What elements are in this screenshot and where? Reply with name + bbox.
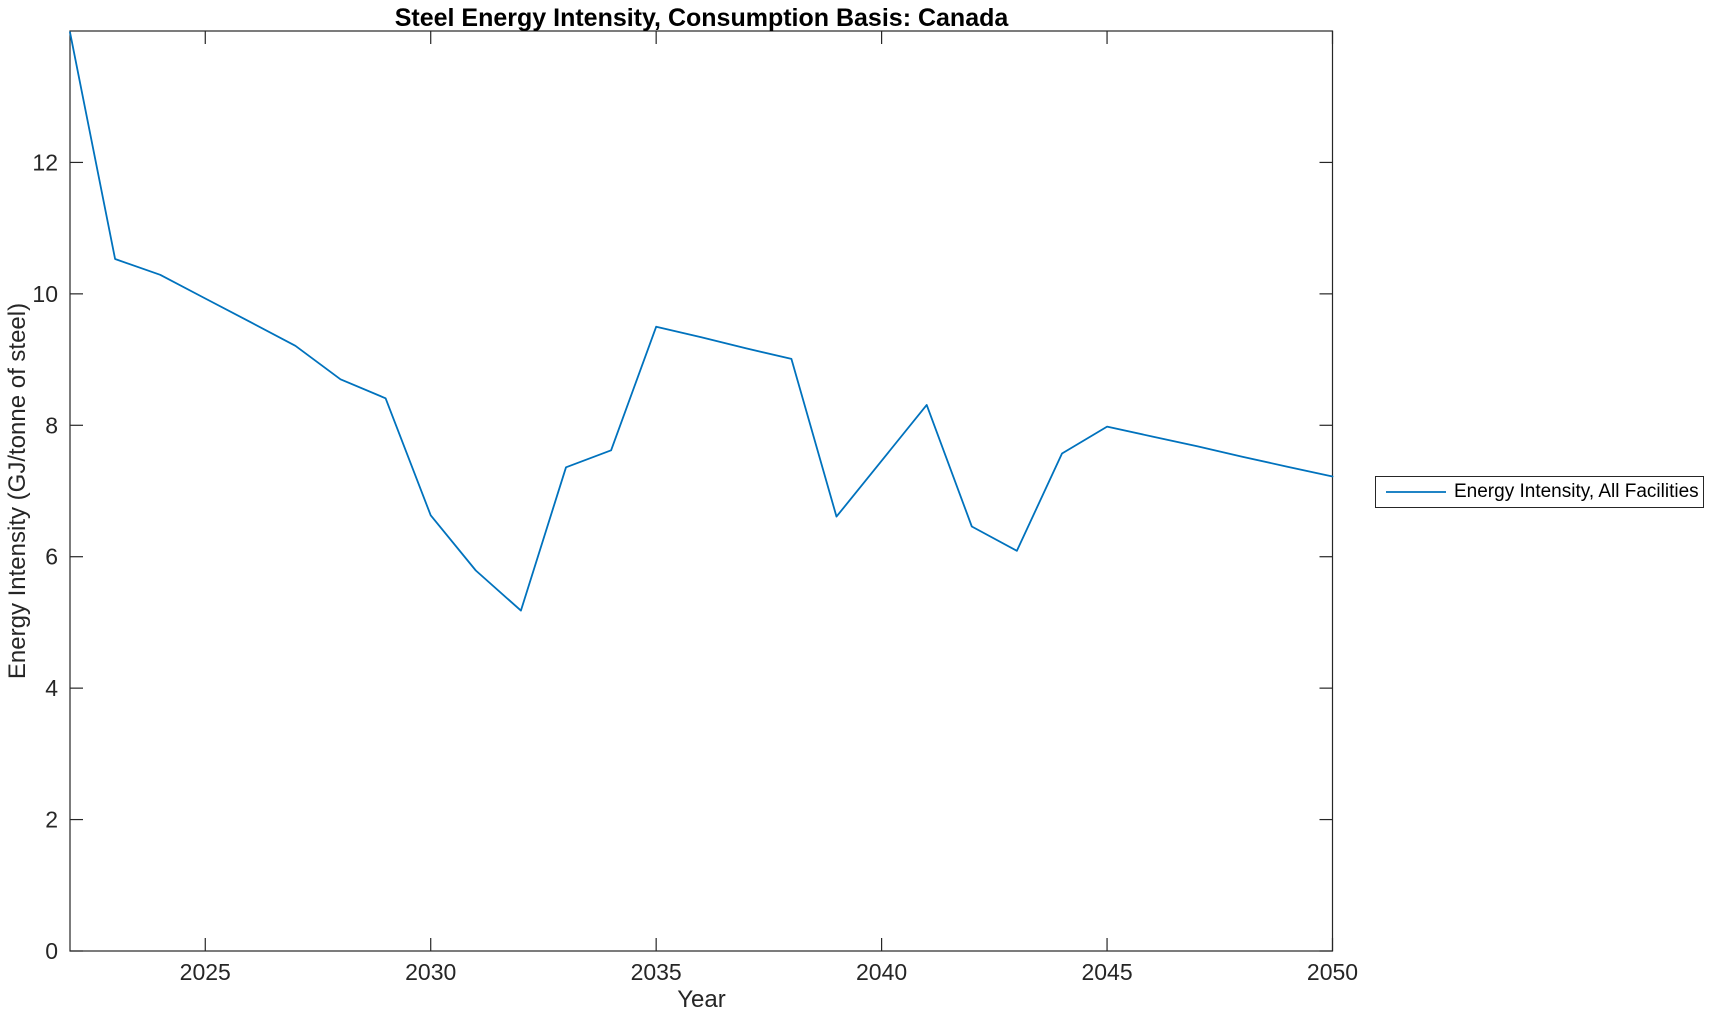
plot-box [69, 30, 1334, 952]
y-tick-label: 8 [45, 412, 58, 438]
x-tick-label: 2025 [180, 959, 231, 985]
legend-label: Energy Intensity, All Facilities [1454, 481, 1699, 502]
x-tick-label: 2040 [856, 959, 907, 985]
legend: Energy Intensity, All Facilities [1375, 476, 1704, 508]
x-tick-label: 2045 [1081, 959, 1132, 985]
y-tick-label: 0 [45, 938, 58, 964]
y-tick-label: 6 [45, 544, 58, 570]
y-tick-label: 12 [32, 149, 58, 175]
x-tick-label: 2035 [631, 959, 682, 985]
x-tick-label: 2050 [1307, 959, 1358, 985]
y-tick-label: 2 [45, 807, 58, 833]
series-line [69, 31, 1334, 612]
y-axis-label: Energy Intensity (GJ/tonne of steel) [4, 302, 31, 680]
legend-line-sample [1386, 491, 1446, 493]
chart-title: Steel Energy Intensity, Consumption Basi… [394, 4, 1009, 32]
y-tick-label: 10 [32, 281, 58, 307]
y-tick-label: 4 [45, 675, 58, 701]
x-axis-label: Year [677, 986, 726, 1013]
x-tick-label: 2030 [405, 959, 456, 985]
